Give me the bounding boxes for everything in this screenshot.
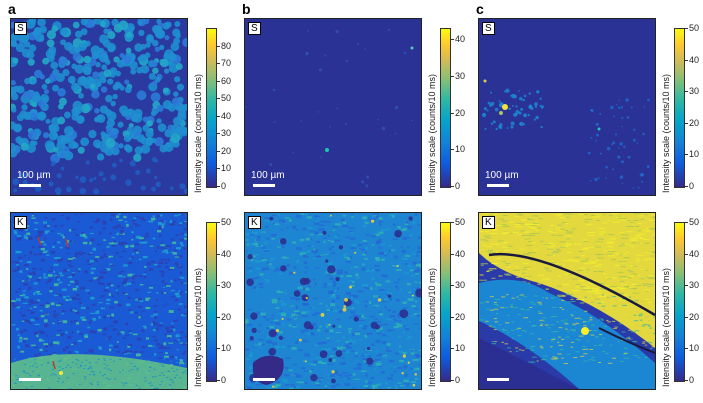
colorbar-tick-label: 0 [216, 181, 227, 191]
colorbar-tick-label: 0 [684, 181, 695, 191]
scalebar [487, 184, 509, 187]
colorbar-tick-label: 10 [684, 149, 700, 160]
colorbar-tick-label: 30 [450, 280, 466, 291]
colorbar-tick-label: 30 [450, 70, 466, 81]
panel-tag-s: S [482, 22, 495, 35]
intensity-map-c-k: K [478, 212, 656, 390]
colorbar-tick-label: 40 [684, 54, 700, 65]
map-texture [245, 213, 421, 389]
colorbar-label: Intensity scale (counts/10 ms) [661, 73, 671, 193]
panel-letter-a: a [8, 1, 16, 17]
scalebar [19, 378, 41, 381]
panel-tag-k: K [482, 216, 495, 229]
colorbar-label: Intensity scale (counts/10 ms) [427, 73, 437, 193]
colorbar-tick-label: 40 [216, 110, 232, 121]
colorbar-tick-label: 0 [450, 181, 461, 191]
scalebar-label: 100 µm [485, 170, 519, 181]
colorbar-tick-label: 10 [450, 144, 466, 155]
panel-tag-k: K [248, 216, 261, 229]
colorbar [206, 222, 217, 382]
map-texture [11, 19, 187, 195]
colorbar-tick-label: 40 [216, 248, 232, 259]
colorbar-tick-label: 40 [684, 248, 700, 259]
panel-letter-c: c [476, 1, 484, 17]
colorbar-label: Intensity scale (counts/10 ms) [193, 73, 203, 193]
colorbar-tick-label: 0 [216, 375, 227, 385]
map-texture [479, 213, 655, 389]
colorbar-tick-label: 20 [450, 311, 466, 322]
intensity-map-b-s: S 100 µm [244, 18, 422, 196]
colorbar-tick-label: 80 [216, 40, 232, 51]
scalebar [487, 378, 509, 381]
colorbar-tick-label: 20 [450, 107, 466, 118]
colorbar-label: Intensity scale (counts/10 ms) [193, 267, 203, 387]
colorbar [440, 222, 451, 382]
map-texture [11, 213, 187, 389]
scalebar [19, 184, 41, 187]
colorbar-tick-label: 50 [450, 217, 466, 227]
colorbar-tick-label: 40 [450, 34, 466, 45]
panel-tag-s: S [248, 22, 261, 35]
colorbar [674, 28, 685, 188]
colorbar-tick-label: 10 [216, 163, 232, 174]
colorbar-tick-label: 10 [450, 343, 466, 354]
colorbar [440, 28, 451, 188]
colorbar-tick-label: 50 [684, 217, 700, 227]
colorbar-tick-label: 70 [216, 58, 232, 69]
colorbar-tick-label: 20 [684, 117, 700, 128]
colorbar-tick-label: 20 [216, 145, 232, 156]
colorbar-tick-label: 60 [216, 75, 232, 86]
colorbar-label: Intensity scale (counts/10 ms) [661, 267, 671, 387]
map-texture [245, 19, 421, 195]
intensity-map-c-s: S 100 µm [478, 18, 656, 196]
colorbar-label: Intensity scale (counts/10 ms) [427, 267, 437, 387]
colorbar-tick-label: 0 [684, 375, 695, 385]
colorbar-tick-label: 0 [450, 375, 461, 385]
colorbar-tick-label: 50 [216, 217, 232, 227]
colorbar-tick-label: 30 [684, 86, 700, 97]
intensity-map-b-k: K [244, 212, 422, 390]
scalebar [253, 184, 275, 187]
colorbar-tick-label: 20 [684, 311, 700, 322]
scalebar-label: 100 µm [251, 170, 285, 181]
intensity-map-a-s: S 100 µm [10, 18, 188, 196]
panel-tag-k: K [14, 216, 27, 229]
colorbar-tick-label: 30 [216, 280, 232, 291]
colorbar-tick-label: 30 [216, 128, 232, 139]
colorbar-tick-label: 20 [216, 311, 232, 322]
map-texture [479, 19, 655, 195]
colorbar-tick-label: 30 [684, 280, 700, 291]
colorbar-tick-label: 10 [684, 343, 700, 354]
scalebar-label: 100 µm [17, 170, 51, 181]
panel-letter-b: b [242, 1, 251, 17]
panel-tag-s: S [14, 22, 27, 35]
colorbar [674, 222, 685, 382]
intensity-map-a-k: K [10, 212, 188, 390]
colorbar-tick-label: 10 [216, 343, 232, 354]
colorbar-tick-label: 50 [216, 93, 232, 104]
colorbar [206, 28, 217, 188]
colorbar-tick-label: 40 [450, 248, 466, 259]
scalebar [253, 378, 275, 381]
colorbar-tick-label: 50 [684, 23, 700, 33]
